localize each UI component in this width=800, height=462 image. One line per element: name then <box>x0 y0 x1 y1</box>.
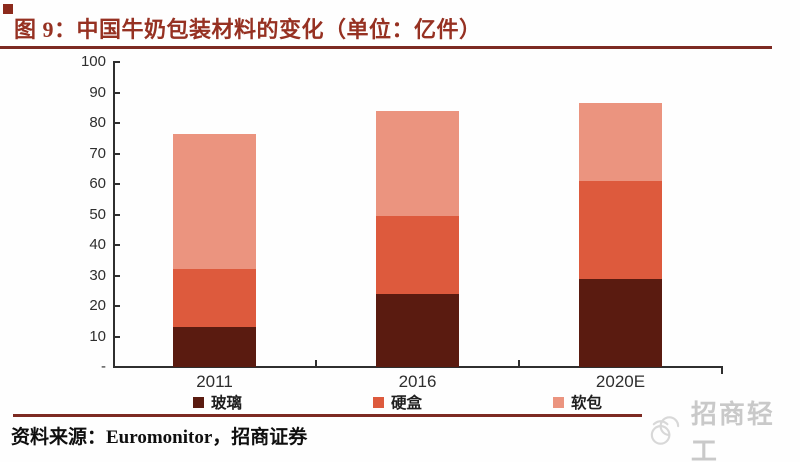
bar-segment-硬盒 <box>376 216 459 294</box>
legend-label: 软包 <box>571 395 603 412</box>
y-axis-tick <box>114 305 120 307</box>
y-tick-label: - <box>101 358 106 375</box>
y-tick-label: 10 <box>89 327 106 345</box>
legend-swatch-icon <box>193 396 204 408</box>
y-axis-tick <box>114 122 120 124</box>
y-tick-label: 70 <box>89 144 106 162</box>
bar-segment-玻璃 <box>579 278 662 367</box>
y-axis-tick <box>114 244 120 246</box>
bar-segment-玻璃 <box>376 293 459 367</box>
y-axis-tick <box>114 61 120 63</box>
figure-title: 图 9：中国牛奶包装材料的变化（单位：亿件） <box>14 17 482 42</box>
y-tick-label: 80 <box>89 114 106 131</box>
source-note: 资料来源：Euromonitor，招商证券 <box>11 427 308 448</box>
y-axis-tick <box>114 274 120 277</box>
y-tick-label: 90 <box>89 83 106 101</box>
y-tick-label: 30 <box>89 266 106 284</box>
title-divider <box>0 46 772 49</box>
legend-label: 硬盒 <box>391 395 423 412</box>
y-tick-label: 60 <box>89 175 106 192</box>
legend-item-玻璃: 玻璃 <box>193 393 243 412</box>
bar-segment-硬盒 <box>173 269 256 328</box>
y-tick-label: 20 <box>89 297 106 314</box>
bar-segment-软包 <box>173 133 256 270</box>
x-category-label: 2016 <box>398 372 437 391</box>
y-tick-label: 40 <box>89 236 106 253</box>
bar-segment-软包 <box>579 103 662 181</box>
x-axis-tick <box>315 360 317 366</box>
bar-segment-玻璃 <box>173 327 256 367</box>
bar-segment-硬盒 <box>579 180 662 279</box>
y-axis-tick <box>114 335 120 338</box>
legend-item-硬盒: 硬盒 <box>373 393 423 412</box>
y-tick-label: 50 <box>89 205 106 223</box>
x-axis-end-tick <box>720 366 723 374</box>
legend-swatch-icon <box>373 396 384 408</box>
legend-label: 玻璃 <box>211 395 243 412</box>
corner-marker <box>3 4 13 14</box>
y-axis-tick <box>114 91 120 94</box>
y-axis-tick <box>114 183 120 185</box>
chart-legend: 玻璃 硬盒 软包 <box>0 393 800 413</box>
legend-swatch-icon <box>553 396 564 408</box>
y-axis-tick <box>114 213 120 216</box>
y-axis-tick <box>114 152 120 155</box>
x-axis-tick <box>518 360 520 366</box>
bar-segment-软包 <box>376 110 459 217</box>
legend-item-软包: 软包 <box>553 393 603 412</box>
x-category-label: 2011 <box>196 372 233 391</box>
footer-divider <box>13 414 642 417</box>
y-tick-label: 100 <box>80 53 106 70</box>
x-category-label: 2020E <box>595 372 646 391</box>
x-axis-line <box>113 366 723 368</box>
